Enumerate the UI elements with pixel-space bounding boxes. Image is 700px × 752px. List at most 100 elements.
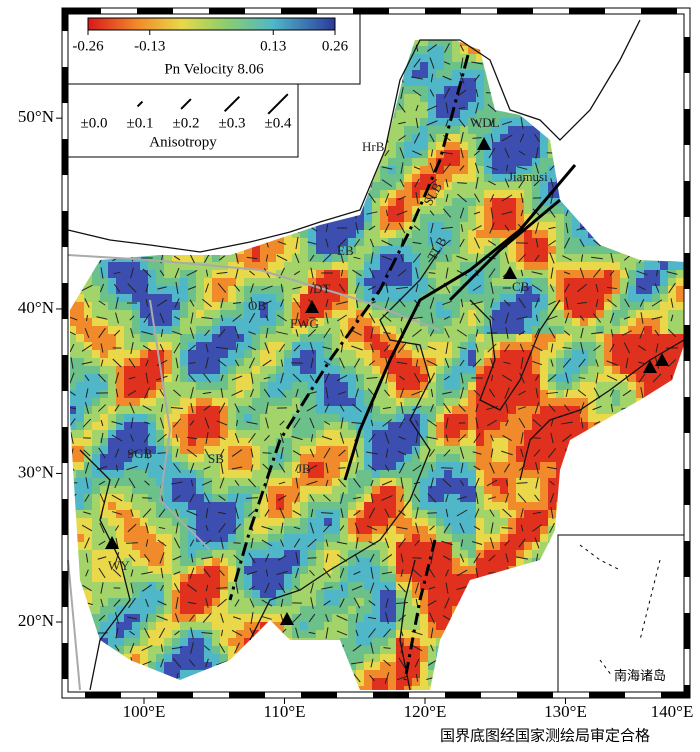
field-cell [428, 40, 436, 46]
field-cell [236, 398, 244, 406]
field-cell [404, 238, 412, 246]
field-cell [276, 326, 284, 334]
field-cell [460, 102, 468, 110]
field-cell [404, 534, 412, 542]
field-cell [476, 286, 484, 294]
field-cell [396, 590, 404, 598]
field-cell [164, 350, 172, 358]
field-cell [444, 126, 452, 134]
field-cell [404, 686, 412, 690]
field-cell [244, 606, 252, 614]
field-cell [396, 238, 404, 246]
field-cell [452, 590, 460, 598]
field-cell [340, 406, 348, 414]
field-cell [180, 478, 188, 486]
field-cell [84, 430, 92, 438]
field-cell [148, 566, 156, 574]
field-cell [100, 638, 108, 646]
field-cell [396, 374, 404, 382]
field-cell [188, 582, 196, 590]
field-cell [452, 198, 460, 206]
field-cell [108, 494, 116, 502]
field-cell [228, 350, 236, 358]
field-cell [100, 534, 108, 542]
field-cell [388, 398, 396, 406]
field-cell [348, 614, 356, 622]
field-cell [196, 398, 204, 406]
field-cell [348, 630, 356, 638]
field-cell [108, 262, 116, 270]
field-cell [404, 342, 412, 350]
field-cell [524, 166, 532, 174]
field-cell [156, 278, 164, 286]
field-cell [444, 366, 452, 374]
field-cell [284, 566, 292, 574]
field-cell [92, 366, 100, 374]
field-cell [452, 214, 460, 222]
field-cell [244, 390, 252, 398]
field-cell [364, 662, 372, 670]
field-cell [116, 350, 124, 358]
field-cell [444, 606, 452, 614]
field-cell [508, 166, 516, 174]
field-cell [524, 454, 532, 462]
field-cell [380, 566, 388, 574]
field-cell [220, 510, 228, 518]
field-cell [324, 518, 332, 526]
field-cell [492, 214, 500, 222]
field-cell [484, 166, 492, 174]
field-cell [124, 518, 132, 526]
field-cell [148, 470, 156, 478]
field-cell [436, 206, 444, 214]
field-cell [212, 526, 220, 534]
field-cell [332, 438, 340, 446]
field-cell [108, 414, 116, 422]
field-cell [524, 494, 532, 502]
field-cell [436, 102, 444, 110]
field-cell [492, 286, 500, 294]
field-cell [468, 486, 476, 494]
field-cell [428, 598, 436, 606]
field-cell [132, 478, 140, 486]
field-cell [308, 470, 316, 478]
field-cell [156, 254, 164, 262]
field-cell [252, 310, 260, 318]
field-cell [316, 270, 324, 278]
field-cell [172, 518, 180, 526]
field-cell [116, 390, 124, 398]
field-cell [444, 502, 452, 510]
field-cell [100, 302, 108, 310]
field-cell [516, 422, 524, 430]
field-cell [356, 662, 364, 670]
field-cell [316, 542, 324, 550]
field-cell [124, 382, 132, 390]
field-cell [460, 222, 468, 230]
field-cell [196, 350, 204, 358]
field-cell [492, 438, 500, 446]
field-cell [444, 334, 452, 342]
field-cell [116, 470, 124, 478]
field-cell [316, 302, 324, 310]
field-cell [348, 334, 356, 342]
field-cell [188, 286, 196, 294]
field-cell [468, 566, 476, 574]
field-cell [484, 486, 492, 494]
field-cell [348, 478, 356, 486]
field-cell [228, 326, 236, 334]
field-cell [236, 502, 244, 510]
field-cell [92, 318, 100, 326]
field-cell [444, 142, 452, 150]
field-cell [348, 558, 356, 566]
field-cell [500, 470, 508, 478]
field-cell [220, 390, 228, 398]
field-cell [356, 470, 364, 478]
field-cell [356, 638, 364, 646]
field-cell [260, 494, 268, 502]
field-cell [372, 398, 380, 406]
field-cell [364, 542, 372, 550]
field-cell [364, 446, 372, 454]
field-cell [268, 294, 276, 302]
field-cell [316, 254, 324, 262]
field-cell [348, 398, 356, 406]
field-cell [476, 494, 484, 502]
